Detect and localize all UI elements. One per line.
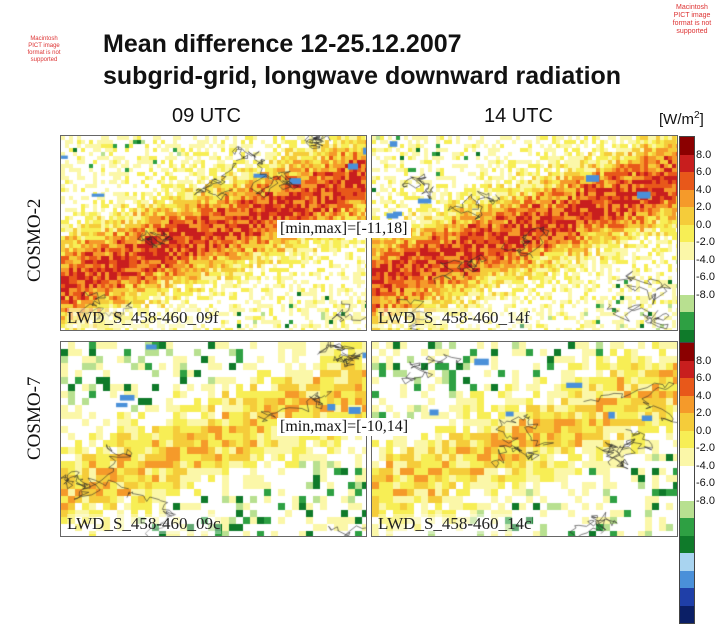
map-panel-cosmo2-14utc: LWD_S_458-460_14f xyxy=(371,135,678,331)
legend-tick-label: -4.0 xyxy=(696,459,715,472)
panel-caption: LWD_S_458-460_14f xyxy=(378,308,530,328)
color-legend-bottom: 8.0 6.0 4.0 2.0 0.0 -2.0 -4.0 -6.0 -8.0 xyxy=(679,342,715,624)
legend-swatch xyxy=(680,605,694,623)
legend-tick-label: 8.0 xyxy=(696,354,712,367)
map-canvas xyxy=(372,136,677,330)
legend-tick-label: -4.0 xyxy=(696,253,715,266)
legend-swatch xyxy=(680,588,694,606)
legend-swatch xyxy=(680,207,694,225)
legend-tick-label: 2.0 xyxy=(696,201,712,213)
legend-tick-label: -6.0 xyxy=(696,477,715,489)
legend-tick-label: -8.0 xyxy=(696,494,715,507)
legend-swatch xyxy=(680,430,694,448)
row-label-cosmo-2: COSMO-2 xyxy=(24,198,45,282)
pict-placeholder-left: Macintosh PICT image format is not suppo… xyxy=(27,36,61,63)
unit-base: [W/m xyxy=(659,111,694,128)
legend-swatch xyxy=(680,259,694,277)
legend-swatch xyxy=(680,500,694,518)
legend-tick-label: 4.0 xyxy=(696,389,712,402)
legend-tick-label: 4.0 xyxy=(696,183,712,196)
legend-swatch xyxy=(680,570,694,588)
legend-swatch xyxy=(680,277,694,295)
title-line-2: subgrid-grid, longwave downward radiatio… xyxy=(103,62,622,90)
legend-tick-label: 6.0 xyxy=(696,372,712,384)
legend-swatch xyxy=(680,553,694,571)
column-label-09utc: 09 UTC xyxy=(172,105,241,127)
legend-tick-label: 0.0 xyxy=(696,424,712,437)
legend-swatch xyxy=(680,343,694,361)
row-label-cosmo-7: COSMO-7 xyxy=(24,376,45,460)
map-panel-cosmo7-09utc: LWD_S_458-460_09c xyxy=(60,341,367,537)
legend-tick-label: -2.0 xyxy=(696,442,715,454)
legend-swatch xyxy=(680,378,694,396)
legend-swatch xyxy=(680,224,694,242)
legend-tick-label: 2.0 xyxy=(696,407,712,419)
legend-swatch xyxy=(680,535,694,553)
panel-caption: LWD_S_458-460_09f xyxy=(67,308,219,328)
legend-swatch xyxy=(680,137,694,155)
map-panel-cosmo2-09utc: LWD_S_458-460_09f xyxy=(60,135,367,331)
legend-swatch xyxy=(680,465,694,483)
legend-tick-label: -8.0 xyxy=(696,288,715,301)
minmax-cosmo-7: [min,max]=[-10,14] xyxy=(277,418,412,436)
legend-tick-label: -2.0 xyxy=(696,236,715,248)
legend-tick-label: 6.0 xyxy=(696,166,712,178)
unit-label: [W/m2] xyxy=(659,110,704,128)
legend-swatch xyxy=(680,172,694,190)
panel-caption: LWD_S_458-460_14c xyxy=(378,514,532,534)
page-title: Mean difference 12-25.12.2007 subgrid-gr… xyxy=(103,28,621,92)
pict-placeholder-right: Macintosh PICT image format is not suppo… xyxy=(672,4,712,35)
legend-tick-label: 8.0 xyxy=(696,148,712,161)
legend-swatch xyxy=(680,189,694,207)
title-line-1: Mean difference 12-25.12.2007 xyxy=(103,30,462,58)
legend-swatch xyxy=(680,448,694,466)
legend-swatch xyxy=(680,413,694,431)
map-canvas xyxy=(61,342,366,536)
map-canvas xyxy=(372,342,677,536)
legend-swatch xyxy=(680,242,694,260)
unit-exponent: 2 xyxy=(694,110,700,121)
column-label-14utc: 14 UTC xyxy=(484,105,553,127)
legend-swatch xyxy=(680,294,694,312)
legend-swatch xyxy=(680,360,694,378)
legend-swatch xyxy=(680,395,694,413)
map-panel-cosmo7-14utc: LWD_S_458-460_14c xyxy=(371,341,678,537)
minmax-cosmo-2: [min,max]=[-11,18] xyxy=(277,220,411,238)
legend-tick-label: -6.0 xyxy=(696,271,715,283)
unit-close: ] xyxy=(699,111,704,128)
legend-swatch xyxy=(680,154,694,172)
legend-swatch xyxy=(680,312,694,330)
panel-caption: LWD_S_458-460_09c xyxy=(67,514,221,534)
legend-swatch xyxy=(680,518,694,536)
legend-tick-label: 0.0 xyxy=(696,218,712,231)
legend-swatch xyxy=(680,483,694,501)
